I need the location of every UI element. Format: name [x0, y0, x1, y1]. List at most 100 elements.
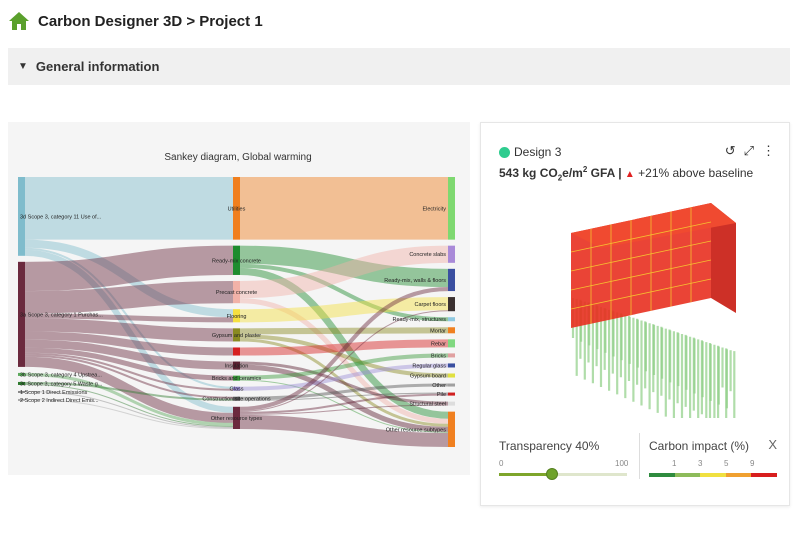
expand-icon[interactable]: ⤢	[743, 143, 754, 158]
sankey-node[interactable]	[233, 309, 240, 323]
sankey-link[interactable]	[239, 379, 449, 433]
sankey-node[interactable]	[448, 177, 455, 240]
sankey-node[interactable]	[18, 390, 25, 393]
sankey-node[interactable]	[233, 328, 240, 342]
sankey-link[interactable]	[239, 267, 449, 419]
sankey-link[interactable]	[24, 347, 234, 381]
sankey-node[interactable]	[448, 297, 455, 312]
sankey-link[interactable]	[24, 352, 234, 391]
sankey-node[interactable]	[448, 339, 455, 348]
sankey-node[interactable]	[18, 398, 25, 401]
sankey-node[interactable]	[448, 245, 455, 263]
close-button[interactable]: X	[768, 437, 777, 452]
sankey-link[interactable]	[24, 398, 234, 430]
baseline-delta: +21% above baseline	[638, 166, 754, 180]
sankey-link[interactable]	[24, 354, 234, 399]
sankey-link[interactable]	[24, 318, 234, 342]
sankey-link[interactable]	[24, 390, 234, 428]
slider-max: 100	[615, 459, 629, 468]
sankey-node[interactable]	[18, 177, 25, 256]
sankey-link[interactable]	[239, 327, 449, 335]
sankey-link[interactable]	[24, 331, 234, 356]
sankey-link[interactable]	[239, 263, 449, 322]
sankey-link[interactable]	[239, 383, 449, 400]
sankey-node[interactable]	[233, 280, 240, 304]
design-name: Design 3	[499, 145, 561, 159]
sankey-link[interactable]	[239, 245, 449, 288]
sankey-link[interactable]	[239, 338, 449, 427]
sankey-node-label: Insulation	[225, 364, 249, 370]
sankey-link[interactable]	[239, 364, 449, 432]
sankey-link[interactable]	[239, 297, 449, 323]
scale-segment	[700, 473, 726, 477]
transparency-slider-handle[interactable]	[546, 468, 558, 480]
sankey-node[interactable]	[233, 361, 240, 370]
sankey-link[interactable]	[24, 383, 234, 427]
sankey-link[interactable]	[239, 339, 449, 356]
sankey-link[interactable]	[24, 245, 234, 292]
sankey-link[interactable]	[239, 287, 449, 411]
sankey-node[interactable]	[233, 386, 240, 391]
scale-tick: 5	[724, 459, 729, 468]
sankey-node-label: Pile	[437, 392, 446, 398]
sankey-link[interactable]	[24, 280, 234, 314]
sankey-link[interactable]	[24, 247, 234, 389]
sankey-link[interactable]	[239, 392, 449, 401]
scale-tick: 1	[672, 459, 677, 468]
sankey-node[interactable]	[233, 245, 240, 275]
sankey-node-label: Other	[432, 383, 446, 389]
sankey-link[interactable]	[239, 404, 449, 415]
sankey-node[interactable]	[448, 327, 455, 334]
sankey-link[interactable]	[239, 393, 449, 414]
home-icon[interactable]	[8, 11, 30, 31]
sankey-node[interactable]	[233, 347, 240, 356]
sankey-node[interactable]	[448, 373, 455, 378]
sankey-node[interactable]	[448, 317, 455, 322]
sankey-link[interactable]	[239, 363, 449, 391]
sankey-node[interactable]	[448, 363, 455, 368]
sankey-link[interactable]	[239, 310, 449, 412]
sankey-node[interactable]	[233, 406, 240, 429]
sankey-node[interactable]	[448, 353, 455, 358]
sankey-link[interactable]	[239, 353, 449, 380]
reset-icon[interactable]: ↺	[724, 143, 736, 158]
sankey-node[interactable]	[233, 396, 240, 401]
sankey-node[interactable]	[233, 375, 240, 381]
sankey-link[interactable]	[24, 372, 234, 426]
sankey-diagram: Sankey diagram, Global warming 3d Scope …	[18, 152, 455, 447]
more-options-icon[interactable]: ⋮	[762, 143, 775, 158]
breadcrumb[interactable]: Carbon Designer 3D > Project 1	[38, 12, 263, 30]
sankey-link[interactable]	[239, 361, 449, 405]
building-3d-view[interactable]	[481, 188, 791, 418]
sankey-link[interactable]	[24, 239, 234, 318]
floor-line	[570, 221, 712, 253]
transparency-slider[interactable]	[499, 473, 627, 476]
sankey-link[interactable]	[239, 298, 449, 424]
sankey-link[interactable]	[239, 414, 449, 447]
sankey-node[interactable]	[448, 383, 455, 387]
sankey-node[interactable]	[18, 372, 25, 376]
sankey-node[interactable]	[448, 401, 455, 406]
sankey-node[interactable]	[448, 268, 455, 292]
scale-tick: 3	[698, 459, 703, 468]
sankey-link[interactable]	[24, 356, 234, 423]
sankey-node-label: Bricks	[431, 353, 446, 359]
sankey-node-label: 3d Scope 3, category 11 Use of...	[20, 214, 102, 220]
sankey-link[interactable]	[24, 339, 234, 370]
chevron-down-icon: ▼	[18, 61, 28, 72]
sankey-link[interactable]	[239, 334, 449, 378]
general-information-toggle[interactable]: ▼ General information	[8, 48, 790, 85]
sankey-node[interactable]	[448, 392, 455, 396]
sankey-link[interactable]	[24, 313, 234, 323]
sankey-link[interactable]	[24, 249, 234, 413]
sankey-node[interactable]	[18, 261, 25, 367]
sankey-node[interactable]	[448, 411, 455, 447]
sankey-link[interactable]	[24, 381, 234, 401]
sankey-node[interactable]	[18, 381, 25, 385]
floor-line	[570, 240, 712, 272]
status-dot	[499, 146, 510, 158]
sankey-node-label: Precast concrete	[216, 290, 257, 296]
carbon-metric: 543 kg CO2e/m2 GFA | ▲ +21% above baseli…	[499, 165, 754, 183]
sankey-link[interactable]	[239, 245, 449, 299]
sankey-node[interactable]	[233, 177, 240, 240]
